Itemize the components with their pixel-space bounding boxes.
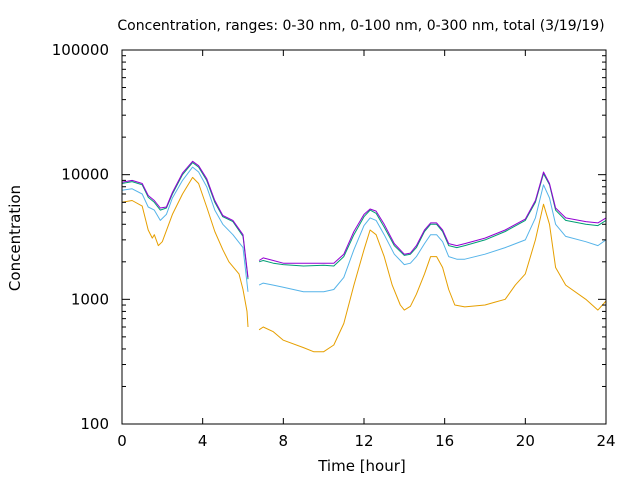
x-axis-label: Time [hour]	[317, 457, 406, 475]
series-3-line-segment-2	[258, 173, 607, 267]
y-tick-label: 100	[80, 415, 109, 433]
series-3-line-segment-1	[121, 162, 249, 280]
x-tick-label: 16	[435, 432, 454, 450]
series-2-line-segment-2	[258, 184, 607, 293]
x-tick-label: 24	[596, 432, 615, 450]
x-tick-label: 20	[516, 432, 535, 450]
series-1-line-segment-2	[258, 203, 607, 353]
series-4-line-segment-1	[121, 160, 249, 278]
y-axis: 100 1000 10000 100000	[52, 41, 606, 433]
y-tick-label: 1000	[71, 290, 109, 308]
x-tick-label: 12	[354, 432, 373, 450]
y-axis-label: Concentration	[6, 185, 24, 291]
series-layer	[121, 160, 607, 353]
x-tick-label: 4	[198, 432, 208, 450]
chart-title: Concentration, ranges: 0-30 nm, 0-100 nm…	[117, 18, 604, 34]
x-tick-label: 8	[279, 432, 289, 450]
x-tick-label: 0	[117, 432, 127, 450]
y-tick-label: 100000	[52, 41, 109, 59]
x-axis: 0 4 8 12 16 20 24	[117, 50, 616, 450]
plot-frame	[121, 49, 607, 425]
series-2-line-segment-1	[121, 166, 249, 292]
series-1-line-segment-1	[121, 176, 249, 328]
y-tick-label: 10000	[61, 166, 109, 184]
series-4-line-segment-2	[258, 171, 607, 264]
